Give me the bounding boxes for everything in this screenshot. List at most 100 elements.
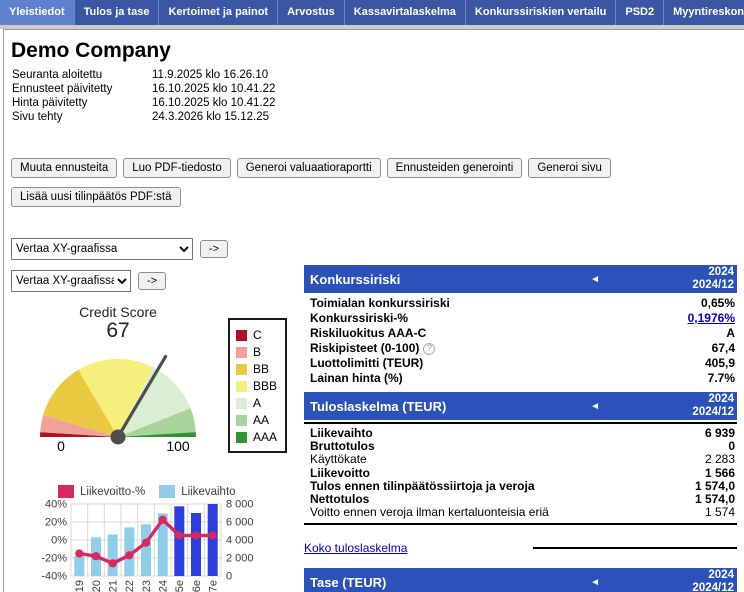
income-panel-title: Tuloslaskelma (TEUR) [310, 398, 447, 414]
period-label: 2024 2024/12 [672, 569, 734, 592]
divider [533, 547, 737, 550]
legend-swatch-bb [236, 363, 247, 375]
rating-legend: C B BB BBB A AA AAA [228, 318, 288, 453]
compare-row-2: Vertaa XY-graafissa -> [11, 270, 524, 292]
row-value: 7.7% [707, 371, 735, 385]
left-column: Demo Company Seuranta aloitettu 11.9.202… [4, 30, 304, 592]
collapse-left-icon[interactable]: ◄ [590, 576, 600, 588]
row-label: Lainan hinta (%) [310, 371, 403, 385]
row-value: 1 574,0 [694, 478, 735, 493]
period-month: 2024/12 [692, 279, 734, 291]
compare-go-button-1[interactable]: -> [200, 240, 229, 258]
svg-text:-20%: -20% [41, 553, 67, 565]
row-value: 1 574,0 [694, 492, 735, 507]
meta-value: 16.10.2025 klo 10.41.22 [152, 83, 276, 95]
svg-text:20%: 20% [45, 517, 67, 529]
period-month: 2024/12 [692, 406, 734, 418]
svg-text:-40%: -40% [41, 571, 67, 583]
toolbar-row2: Lisää uusi tilinpäätös PDF:stä [11, 187, 524, 207]
meta-row: Hinta päivitetty 16.10.2025 klo 10.41.22 [12, 96, 304, 110]
collapse-left-icon[interactable]: ◄ [590, 400, 600, 412]
svg-text:8 000: 8 000 [226, 500, 254, 511]
legend-label: AAA [253, 430, 278, 444]
svg-text:2026e: 2026e [191, 580, 203, 592]
legend-item: BB [236, 362, 277, 376]
luo-pdf-button[interactable]: Luo PDF-tiedosto [123, 158, 231, 178]
table-row: Nettotulos 1 574,0 [304, 492, 737, 507]
tab-psd2[interactable]: PSD2 [616, 0, 665, 25]
row-value: 67,4 [711, 341, 735, 355]
tab-kertoimet-ja-painot[interactable]: Kertoimet ja painot [159, 0, 279, 25]
balance-panel-header: Tase (TEUR) ◄ 2024 2024/12 [304, 568, 737, 592]
tab-yleistiedot[interactable]: Yleistiedot [0, 0, 75, 25]
row-value: 405,9 [704, 356, 735, 370]
svg-text:2 000: 2 000 [226, 553, 254, 565]
meta-value: 11.9.2025 klo 16.26.10 [152, 69, 269, 81]
generoi-valuaatioraportti-button[interactable]: Generoi valuaatioraportti [236, 158, 381, 178]
row-label: Voitto ennen veroja ilman kertaluonteisi… [310, 505, 549, 520]
table-row: Toimialan konkurssiriski 0,65% [304, 296, 737, 311]
risk-panel-header: Konkurssiriski ◄ 2024 2024/12 [304, 265, 737, 293]
svg-text:4 000: 4 000 [226, 535, 254, 547]
legend-label: Liikevaihto [181, 485, 236, 498]
period-year: 2024 [708, 569, 734, 582]
left-lower-stack: Muuta ennusteita Luo PDF-tiedosto Genero… [4, 145, 611, 592]
risk-table: Toimialan konkurssiriski 0,65% Konkurssi… [304, 296, 737, 386]
gauge-title: Credit Score [79, 304, 157, 320]
period-year: 2024 [708, 393, 734, 405]
legend-item: B [236, 345, 277, 359]
period-month: 2024/12 [692, 582, 734, 592]
svg-text:2023: 2023 [141, 580, 153, 592]
period-label: 2024 2024/12 [672, 393, 734, 419]
tab-konkurssiriskien-vertailu[interactable]: Konkurssiriskien vertailu [466, 0, 617, 25]
compare-go-button-2[interactable]: -> [138, 272, 167, 290]
table-row: Konkurssiriski-% 0,1976% [304, 311, 737, 326]
meta-label: Ennusteet päivitetty [12, 83, 113, 95]
svg-text:100: 100 [166, 438, 190, 454]
svg-text:2027e: 2027e [208, 580, 220, 592]
row-label: Käyttökate [310, 452, 367, 467]
compare-select-2[interactable]: Vertaa XY-graafissa [11, 270, 131, 292]
collapse-left-icon[interactable]: ◄ [590, 273, 600, 285]
full-income-statement-link[interactable]: Koko tuloslaskelma [304, 541, 408, 556]
row-value: 0 [728, 439, 735, 454]
meta-row: Ennusteet päivitetty 16.10.2025 klo 10.4… [12, 82, 304, 96]
tab-tulos-ja-tase[interactable]: Tulos ja tase [75, 0, 160, 25]
page-title: Demo Company [11, 39, 171, 62]
tab-kassavirtalaskelma[interactable]: Kassavirtalaskelma [345, 0, 466, 25]
svg-text:0: 0 [226, 571, 232, 583]
income-panel-header: Tuloslaskelma (TEUR) ◄ 2024 2024/12 [304, 392, 737, 420]
gauge-value: 67 [106, 319, 130, 342]
table-row: Käyttökate 2 283 [304, 453, 737, 466]
table-row: Riskipisteet (0-100)? 67,4 [304, 341, 737, 356]
income-table: Liikevaihto 6 939 Bruttotulos 0 Käyttöka… [304, 422, 737, 526]
row-label: Konkurssiriski-% [310, 311, 409, 325]
legend-swatch-a [236, 397, 247, 409]
generoi-sivu-button[interactable]: Generoi sivu [528, 158, 611, 178]
legend-item: Liikevoitto-% [58, 485, 145, 498]
compare-select-1[interactable]: Vertaa XY-graafissa [11, 238, 193, 260]
legend-item: BBB [236, 379, 277, 393]
svg-text:2022: 2022 [124, 580, 136, 592]
muuta-ennusteita-button[interactable]: Muuta ennusteita [11, 158, 118, 178]
period-year: 2024 [708, 266, 734, 278]
table-row: Voitto ennen veroja ilman kertaluonteisi… [304, 506, 737, 519]
divider [0, 25, 744, 29]
help-icon[interactable]: ? [423, 342, 436, 355]
row-label-text: Riskipisteet (0-100) [310, 341, 420, 355]
row-label: Nettotulos [310, 492, 370, 507]
meta-value: 24.3.2026 klo 15.12.25 [152, 111, 270, 123]
legend-label: Liikevoitto-% [80, 485, 146, 498]
tab-arvostus[interactable]: Arvostus [278, 0, 345, 25]
row-label: Riskipisteet (0-100)? [310, 341, 712, 356]
metadata-block: Seuranta aloitettu 11.9.2025 klo 16.26.1… [12, 68, 304, 124]
revenue-profit-chart-block: Liikevoitto-% Liikevaihto 40% 8 000 20% 6 0… [36, 485, 524, 592]
toolbar: Muuta ennusteita Luo PDF-tiedosto Genero… [11, 158, 611, 178]
ennusteiden-generointi-button[interactable]: Ennusteiden generointi [386, 158, 523, 178]
konkurssiriski-value-link[interactable]: 0,1976% [687, 311, 735, 325]
add-statement-pdf-button[interactable]: Lisää uusi tilinpäätös PDF:stä [11, 187, 181, 207]
row-label: Liikevoitto [310, 465, 371, 480]
tab-myyntireskontra[interactable]: Myyntireskontra [664, 0, 744, 25]
legend-label: AA [253, 413, 270, 427]
